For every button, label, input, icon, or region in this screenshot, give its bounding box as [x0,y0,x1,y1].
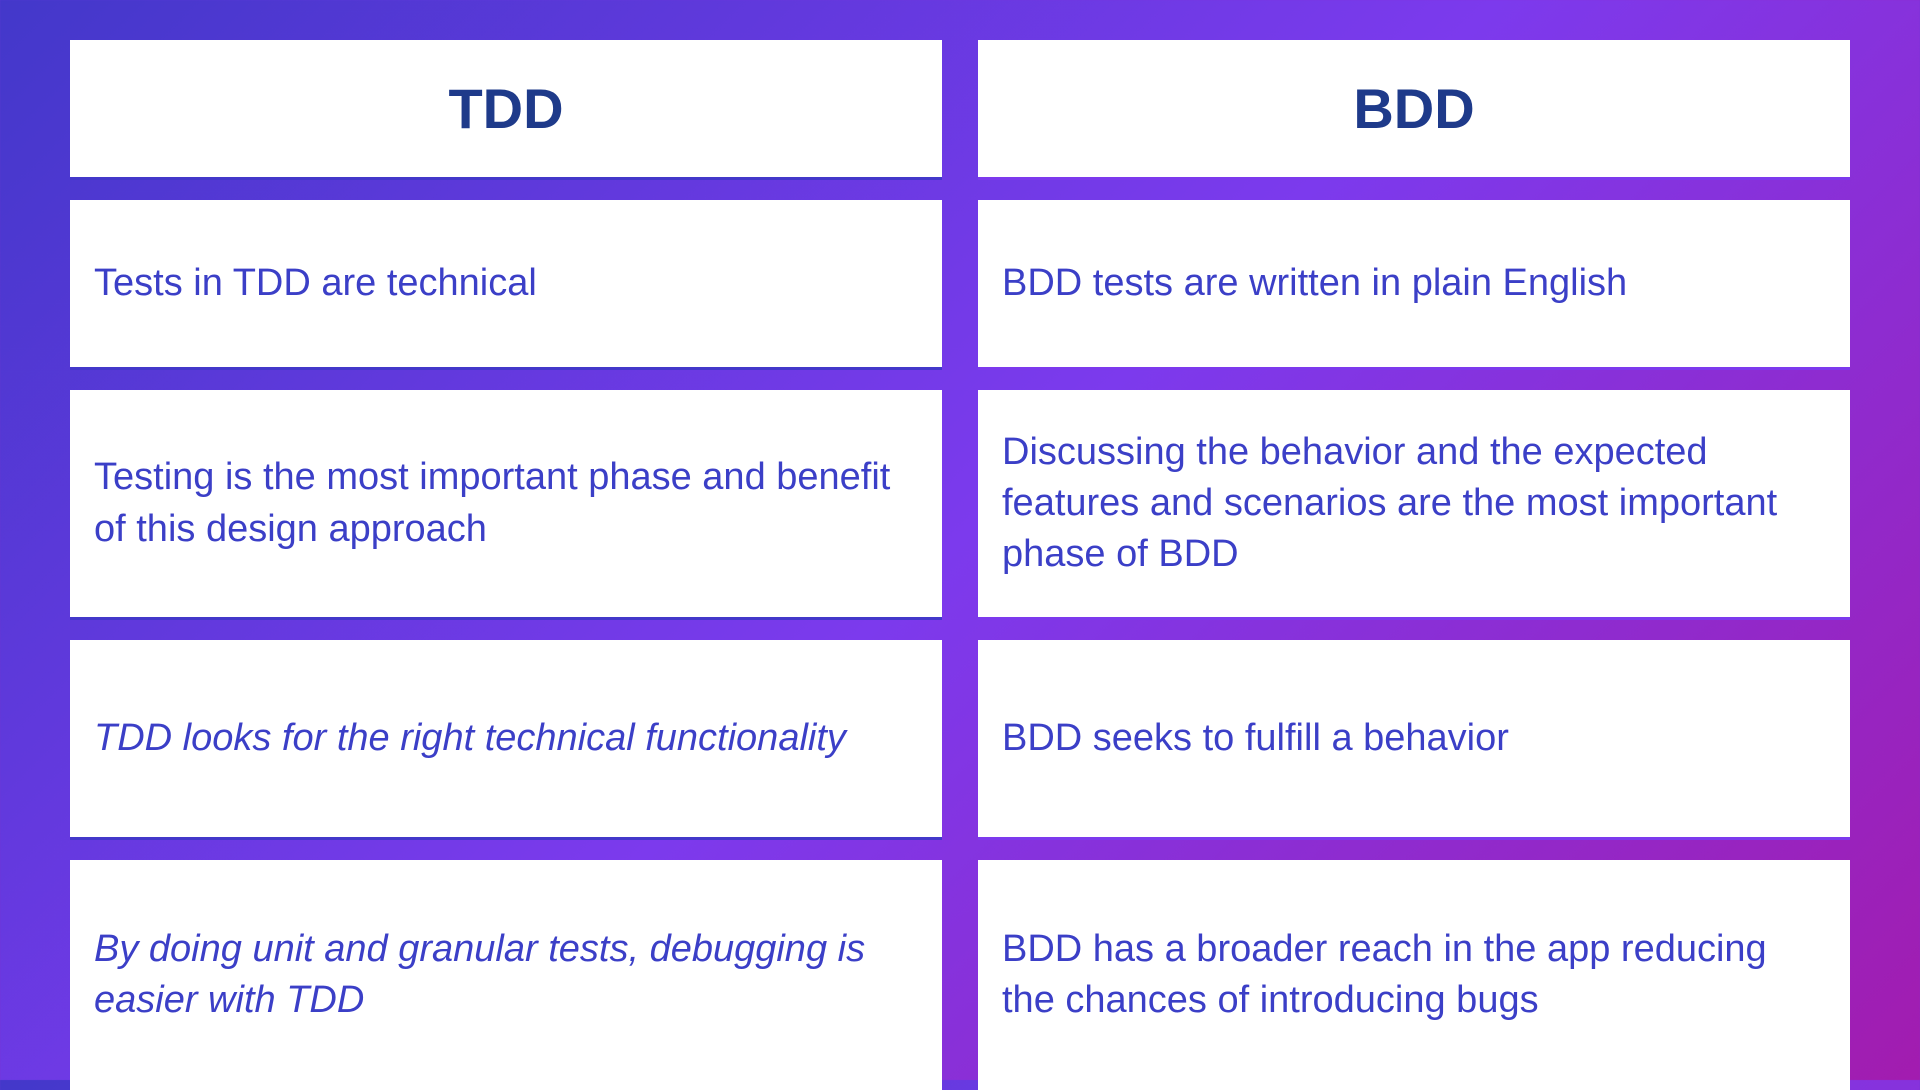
cell-text: By doing unit and granular tests, debugg… [94,924,918,1027]
cell-text: Discussing the behavior and the expected… [1002,427,1826,581]
table-row: BDD has a broader reach in the app reduc… [978,860,1850,1090]
table-row: Testing is the most important phase and … [70,390,942,620]
table-row: Discussing the behavior and the expected… [978,390,1850,620]
table-row: By doing unit and granular tests, debugg… [70,860,942,1090]
cell-text: Tests in TDD are technical [94,258,537,309]
table-row: Tests in TDD are technical [70,200,942,370]
col-header-bdd: BDD [978,40,1850,180]
comparison-table: TDD BDD Tests in TDD are technical BDD t… [70,40,1850,1040]
cell-text: BDD seeks to fulfill a behavior [1002,713,1509,764]
table-row: BDD tests are written in plain English [978,200,1850,370]
cell-text: TDD looks for the right technical functi… [94,713,846,764]
cell-text: BDD has a broader reach in the app reduc… [1002,924,1826,1027]
table-row: TDD looks for the right technical functi… [70,640,942,840]
col-header-tdd-label: TDD [448,76,563,141]
table-row: BDD seeks to fulfill a behavior [978,640,1850,840]
cell-text: BDD tests are written in plain English [1002,258,1627,309]
col-header-bdd-label: BDD [1353,76,1474,141]
col-header-tdd: TDD [70,40,942,180]
cell-text: Testing is the most important phase and … [94,452,918,555]
